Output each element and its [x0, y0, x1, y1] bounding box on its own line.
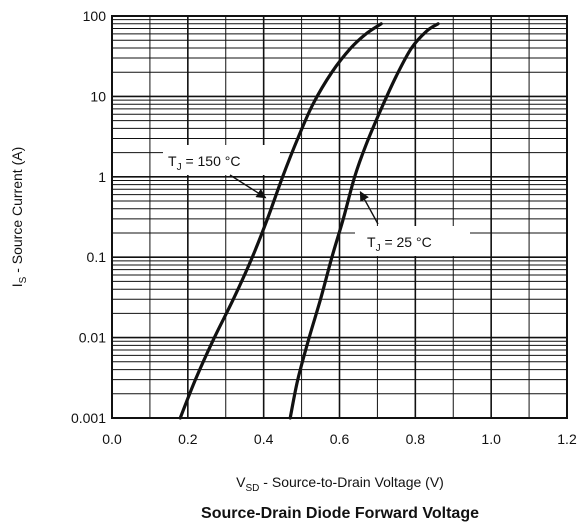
y-tick-label: 1 [98, 169, 106, 185]
annotation-arrow-1 [229, 174, 267, 199]
y-tick-label: 100 [83, 8, 107, 24]
y-axis-label: IS - Source Current (A) [9, 147, 29, 288]
x-tick-label: 0.8 [406, 431, 426, 447]
annotation-box-2 [355, 226, 470, 256]
y-tick-label: 0.1 [87, 249, 107, 265]
series-line-1 [178, 22, 383, 420]
x-tick-label: 0.6 [330, 431, 350, 447]
y-tick-label: 0.001 [71, 410, 106, 426]
x-tick-label: 1.2 [557, 431, 577, 447]
annotation-arrow-2 [359, 190, 379, 225]
x-axis-label: VSD - Source-to-Drain Voltage (V) [236, 474, 444, 494]
y-tick-label: 10 [90, 88, 106, 104]
x-tick-label: 0.4 [254, 431, 274, 447]
series-annotation-1: TJ = 150 °C [168, 153, 240, 173]
chart-title: Source-Drain Diode Forward Voltage [201, 505, 479, 522]
x-tick-label: 0.0 [102, 431, 122, 447]
y-tick-labels: 0.001 0.01 0.1 1 10 100 [71, 8, 106, 426]
grid [112, 16, 567, 418]
y-tick-label: 0.01 [79, 330, 106, 346]
series-annotation-2: TJ = 25 °C [367, 234, 432, 254]
x-tick-label: 0.2 [178, 431, 198, 447]
x-tick-label: 1.0 [481, 431, 501, 447]
series-line-2 [288, 22, 440, 420]
annotation-box-1 [163, 145, 280, 175]
x-tick-labels: 0.0 0.2 0.4 0.6 0.8 1.0 1.2 [102, 431, 577, 447]
annotations: TJ = 150 °C TJ = 25 °C [163, 145, 470, 256]
curves [178, 22, 440, 420]
plot-frame [111, 15, 568, 419]
